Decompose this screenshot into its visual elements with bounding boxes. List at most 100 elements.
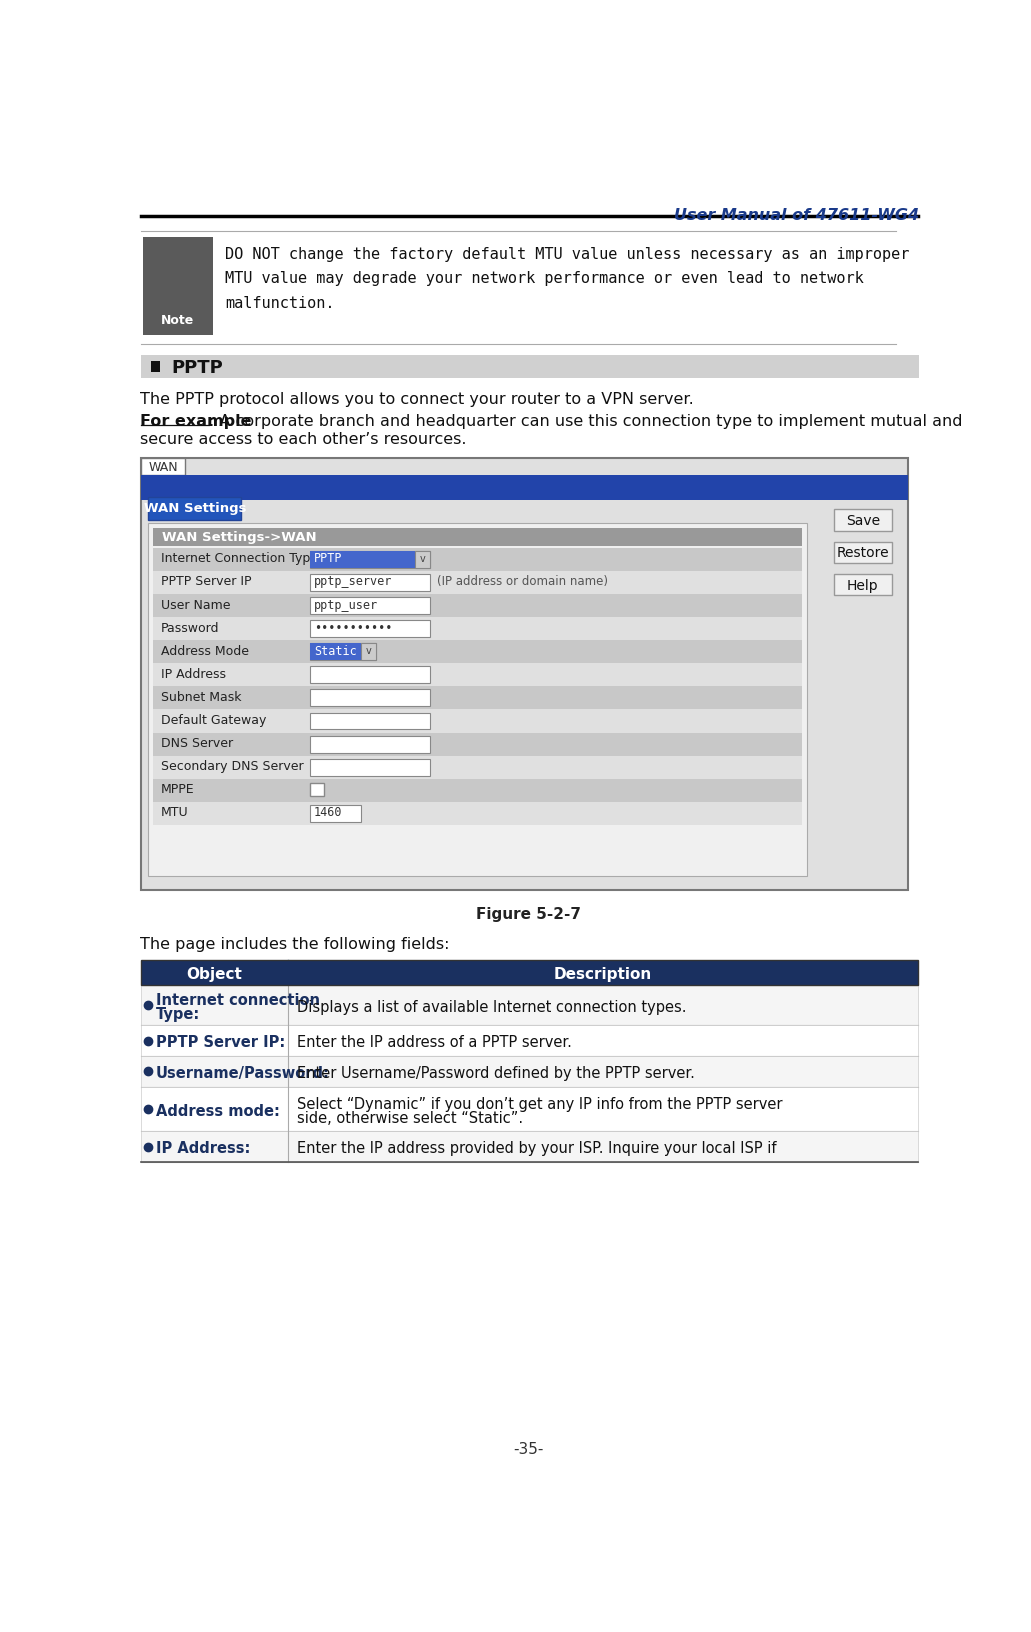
- Bar: [140, 1056, 918, 1087]
- Bar: [140, 1087, 918, 1131]
- Bar: [153, 710, 802, 733]
- Bar: [153, 663, 802, 687]
- Bar: [310, 713, 430, 730]
- Bar: [310, 643, 361, 661]
- Text: v: v: [420, 553, 426, 565]
- Text: (IP address or domain name): (IP address or domain name): [436, 576, 607, 589]
- Bar: [310, 689, 430, 707]
- Bar: [153, 733, 802, 756]
- Bar: [153, 801, 802, 824]
- Text: Address Mode: Address Mode: [161, 645, 248, 658]
- Text: PPTP Server IP:: PPTP Server IP:: [156, 1035, 286, 1049]
- Text: Enter Username/Password defined by the PPTP server.: Enter Username/Password defined by the P…: [297, 1066, 695, 1080]
- Text: Restore: Restore: [836, 547, 889, 560]
- Text: Static: Static: [314, 645, 357, 658]
- Text: WAN Settings: WAN Settings: [143, 501, 246, 514]
- Text: pptp_server: pptp_server: [314, 576, 393, 589]
- Bar: [153, 594, 802, 617]
- Bar: [153, 640, 802, 663]
- Text: MTU value may degrade your network performance or even lead to network: MTU value may degrade your network perfo…: [225, 271, 864, 286]
- Text: MPPE: MPPE: [161, 783, 194, 796]
- Bar: [148, 524, 807, 876]
- Text: Internet connection: Internet connection: [156, 992, 320, 1009]
- Bar: [140, 459, 907, 889]
- Bar: [310, 552, 430, 568]
- Text: v: v: [365, 646, 371, 656]
- Text: Displays a list of available Internet connection types.: Displays a list of available Internet co…: [297, 1000, 687, 1015]
- Text: Note: Note: [161, 313, 194, 326]
- Text: User Name: User Name: [161, 599, 230, 612]
- Text: side, otherwise select “Static”.: side, otherwise select “Static”.: [297, 1111, 523, 1126]
- Text: Type:: Type:: [156, 1007, 200, 1022]
- Text: Address mode:: Address mode:: [156, 1103, 279, 1118]
- Bar: [140, 356, 920, 379]
- Bar: [310, 552, 414, 568]
- Text: IP Address:: IP Address:: [156, 1141, 251, 1157]
- Text: Secondary DNS Server: Secondary DNS Server: [161, 761, 303, 774]
- Bar: [310, 643, 376, 661]
- Text: Internet Connection Type: Internet Connection Type: [161, 552, 318, 565]
- Bar: [153, 756, 802, 778]
- Bar: [310, 805, 361, 823]
- Bar: [834, 574, 892, 596]
- Bar: [140, 986, 918, 1025]
- Text: IP Address: IP Address: [161, 667, 226, 681]
- Bar: [310, 620, 430, 636]
- Text: Object: Object: [187, 966, 242, 981]
- Text: Description: Description: [554, 966, 652, 981]
- Bar: [310, 574, 430, 591]
- Text: -35-: -35-: [512, 1441, 543, 1457]
- Bar: [140, 475, 907, 499]
- Text: WAN: WAN: [148, 462, 177, 475]
- Text: MTU: MTU: [161, 806, 189, 819]
- Text: •••••••••••: •••••••••••: [314, 622, 393, 635]
- Text: The page includes the following fields:: The page includes the following fields:: [140, 937, 450, 953]
- Text: User Manual of 47611-WG4: User Manual of 47611-WG4: [674, 209, 920, 224]
- Text: Help: Help: [847, 578, 878, 592]
- Text: Figure 5-2-7: Figure 5-2-7: [475, 906, 580, 922]
- Text: malfunction.: malfunction.: [225, 295, 334, 312]
- Text: PPTP: PPTP: [171, 359, 224, 377]
- Bar: [310, 666, 430, 684]
- Bar: [140, 1025, 918, 1056]
- Text: Subnet Mask: Subnet Mask: [161, 690, 241, 703]
- Bar: [153, 687, 802, 710]
- Bar: [140, 1131, 918, 1162]
- Text: Save: Save: [845, 514, 879, 527]
- Bar: [834, 509, 892, 530]
- Bar: [153, 778, 802, 801]
- Bar: [151, 361, 160, 372]
- Text: PPTP: PPTP: [314, 552, 342, 565]
- Text: For example: For example: [140, 415, 252, 429]
- Bar: [310, 783, 324, 796]
- Text: 1460: 1460: [314, 806, 342, 819]
- Bar: [143, 237, 212, 335]
- Text: DO NOT change the factory default MTU value unless necessary as an improper: DO NOT change the factory default MTU va…: [225, 246, 909, 261]
- Bar: [140, 961, 918, 986]
- Bar: [153, 617, 802, 640]
- Bar: [148, 496, 241, 521]
- Text: WAN Settings->WAN: WAN Settings->WAN: [162, 530, 317, 543]
- Bar: [153, 571, 802, 594]
- Text: Select “Dynamic” if you don’t get any IP info from the PPTP server: Select “Dynamic” if you don’t get any IP…: [297, 1097, 783, 1111]
- Bar: [153, 527, 802, 547]
- Text: Username/Password:: Username/Password:: [156, 1066, 330, 1080]
- Bar: [310, 597, 430, 614]
- Text: Default Gateway: Default Gateway: [161, 715, 266, 726]
- Bar: [140, 459, 186, 475]
- Text: PPTP Server IP: PPTP Server IP: [161, 576, 252, 589]
- Text: Password: Password: [161, 622, 220, 635]
- Bar: [310, 736, 430, 752]
- Bar: [310, 759, 430, 775]
- Text: pptp_user: pptp_user: [314, 599, 378, 612]
- Bar: [414, 552, 430, 568]
- Text: DNS Server: DNS Server: [161, 738, 233, 751]
- Text: secure access to each other’s resources.: secure access to each other’s resources.: [140, 432, 467, 447]
- Bar: [834, 542, 892, 563]
- Text: : A corporate branch and headquarter can use this connection type to implement m: : A corporate branch and headquarter can…: [208, 415, 962, 429]
- Bar: [361, 643, 376, 661]
- Text: Enter the IP address provided by your ISP. Inquire your local ISP if: Enter the IP address provided by your IS…: [297, 1141, 776, 1157]
- Text: Enter the IP address of a PPTP server.: Enter the IP address of a PPTP server.: [297, 1035, 572, 1049]
- Text: The PPTP protocol allows you to connect your router to a VPN server.: The PPTP protocol allows you to connect …: [140, 392, 694, 408]
- Bar: [153, 548, 802, 571]
